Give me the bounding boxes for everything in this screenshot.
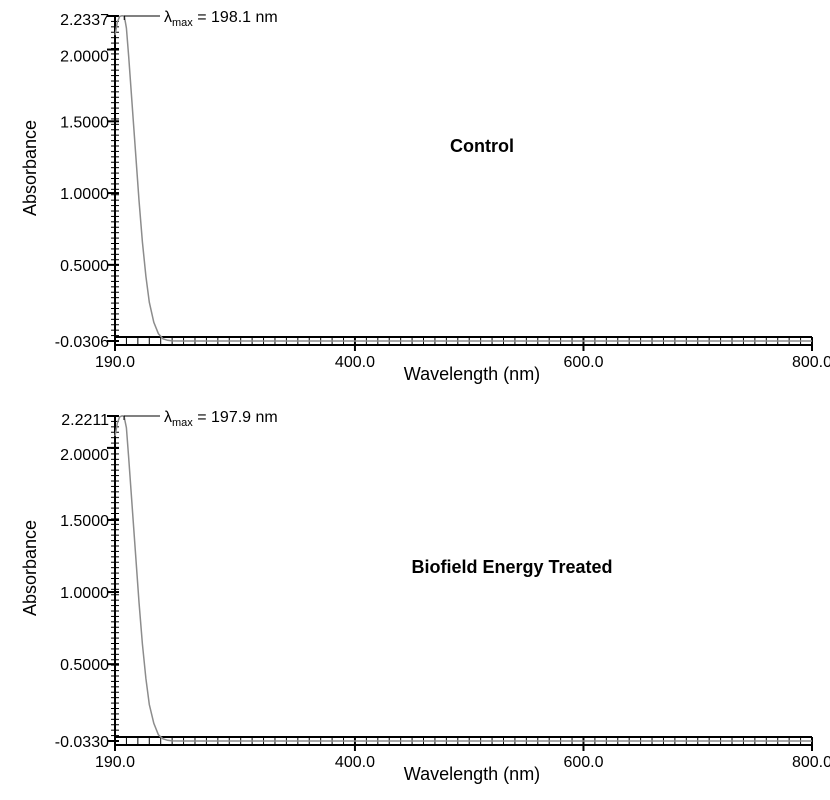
chart-svg-control: 190.0 400.0 600.0 800.0 2.2337 2.0000 1.5000 1.… bbox=[20, 9, 830, 384]
y-tick-label: 0.5000 bbox=[60, 657, 109, 674]
peak-label: λmax = 198.1 nm bbox=[164, 9, 278, 29]
y-tick-label: 1.5000 bbox=[60, 513, 109, 530]
chart-control: 190.0 400.0 600.0 800.0 2.2337 2.0000 1.5000 1.… bbox=[20, 9, 830, 384]
x-tick-label: 600.0 bbox=[563, 354, 603, 371]
x-axis-title: Wavelength (nm) bbox=[404, 764, 540, 784]
y-tick-label: 2.2211 bbox=[61, 412, 109, 429]
y-tick-label: 2.0000 bbox=[60, 447, 109, 464]
y-tick-label: -0.0330 bbox=[55, 734, 109, 751]
chart-treated: 190.0 400.0 600.0 800.0 2.2211 2.0000 1.5000 1.… bbox=[0, 400, 830, 800]
spectrum-line bbox=[114, 415, 812, 742]
y-tick-label: 2.2337 bbox=[60, 12, 109, 29]
x-tick-label: 400.0 bbox=[335, 754, 375, 771]
panel-label: Control bbox=[450, 136, 514, 156]
x-tick-label: 800.0 bbox=[792, 754, 830, 771]
x-tick-label: 600.0 bbox=[563, 754, 603, 771]
panel-label: Biofield Energy Treated bbox=[411, 557, 612, 577]
spectrum-line bbox=[114, 15, 812, 342]
x-tick-label: 800.0 bbox=[792, 354, 830, 371]
y-tick-label: 1.5000 bbox=[60, 114, 109, 131]
x-tick-label: 400.0 bbox=[335, 354, 375, 371]
x-tick-label: 190.0 bbox=[95, 754, 135, 771]
x-tick-label: 190.0 bbox=[95, 354, 135, 371]
y-tick-label: 2.0000 bbox=[60, 49, 109, 66]
y-tick-label: -0.0306 bbox=[55, 334, 109, 351]
chart-svg-treated: 190.0 400.0 600.0 800.0 2.2211 2.0000 1.5000 1.… bbox=[20, 409, 830, 784]
y-tick-label: 0.5000 bbox=[60, 258, 109, 275]
y-tick-label: 1.0000 bbox=[60, 585, 109, 602]
x-axis-title: Wavelength (nm) bbox=[404, 364, 540, 384]
y-axis-title: Absorbance bbox=[20, 520, 40, 616]
peak-label: λmax = 197.9 nm bbox=[164, 409, 278, 429]
y-tick-label: 1.0000 bbox=[60, 186, 109, 203]
y-axis-title: Absorbance bbox=[20, 120, 40, 216]
